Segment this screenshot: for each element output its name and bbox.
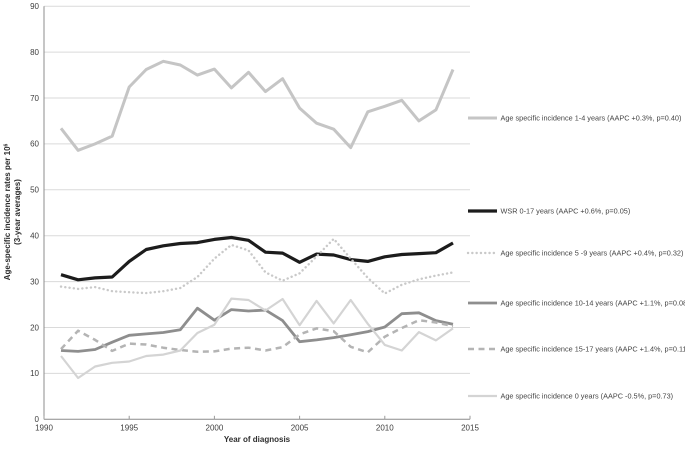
legend-label-age-10-14: Age specific incidence 10-14 years (AAPC…: [501, 299, 685, 308]
legend-item-age-0: Age specific incidence 0 years (AAPC -0.…: [468, 392, 673, 401]
y-tick-label: 10: [30, 369, 39, 378]
x-tick-label: 2010: [376, 423, 394, 432]
y-tick-label: 0: [35, 415, 40, 424]
legend-item-age-15-17: Age specific incidence 15-17 years (AAPC…: [468, 345, 685, 354]
legend-item-age-5-9: Age specific incidence 5 -9 years (AAPC …: [466, 249, 684, 258]
y-tick-label: 90: [30, 2, 39, 11]
series-layer: [59, 59, 455, 380]
legend: Age specific incidence 1-4 years (AAPC +…: [466, 114, 685, 401]
legend-item-age-10-14: Age specific incidence 10-14 years (AAPC…: [468, 299, 685, 308]
series-line-age-15-17: [60, 318, 454, 354]
y-axis-title: Age-specific incidence rates per 106 (3-…: [3, 143, 22, 280]
legend-label-age-5-9: Age specific incidence 5 -9 years (AAPC …: [501, 249, 684, 258]
y-tick-label: 60: [30, 140, 39, 149]
legend-label-wsr-0-17: WSR 0-17 years (AAPC +0.6%, p=0.05): [501, 207, 631, 216]
legend-item-age-1-4: Age specific incidence 1-4 years (AAPC +…: [468, 114, 681, 123]
grid-layer: [44, 5, 470, 374]
tick-label-layer: 0 10 20 30 40 50 60 70 80 90 1990 1995 2000 2005 2010 2…: [30, 2, 479, 432]
series-line-age-10-14: [60, 306, 454, 353]
x-tick-label: 1995: [120, 423, 138, 432]
x-axis-title: Year of diagnosis: [224, 435, 291, 444]
x-tick-label: 2000: [206, 423, 224, 432]
y-tick-label: 20: [30, 323, 39, 332]
y-axis-title-line2: (3-year averages): [13, 179, 22, 245]
series-line-age-1-4: [59, 59, 455, 152]
y-tick-label: 40: [30, 232, 39, 241]
y-tick-label: 70: [30, 94, 39, 103]
legend-label-age-15-17: Age specific incidence 15-17 years (AAPC…: [501, 345, 685, 354]
series-line-age-5-9: [59, 237, 455, 295]
x-tick-label: 2005: [291, 423, 309, 432]
x-tick-label: 2015: [461, 423, 479, 432]
axis-layer: [43, 6, 471, 420]
y-tick-label: 50: [30, 186, 39, 195]
series-line-age-0: [60, 297, 454, 380]
y-axis-title-line1: Age-specific incidence rates per 106: [3, 143, 12, 280]
y-tick-label: 30: [30, 277, 39, 286]
x-tick-label: 1990: [35, 423, 53, 432]
legend-item-wsr-0-17: WSR 0-17 years (AAPC +0.6%, p=0.05): [468, 207, 630, 216]
y-axis-title-superscript: 6: [4, 143, 10, 146]
legend-label-age-1-4: Age specific incidence 1-4 years (AAPC +…: [501, 114, 682, 123]
series-line-wsr-0-17: [60, 235, 454, 282]
y-tick-label: 80: [30, 48, 39, 57]
legend-label-age-0: Age specific incidence 0 years (AAPC -0.…: [501, 392, 674, 401]
